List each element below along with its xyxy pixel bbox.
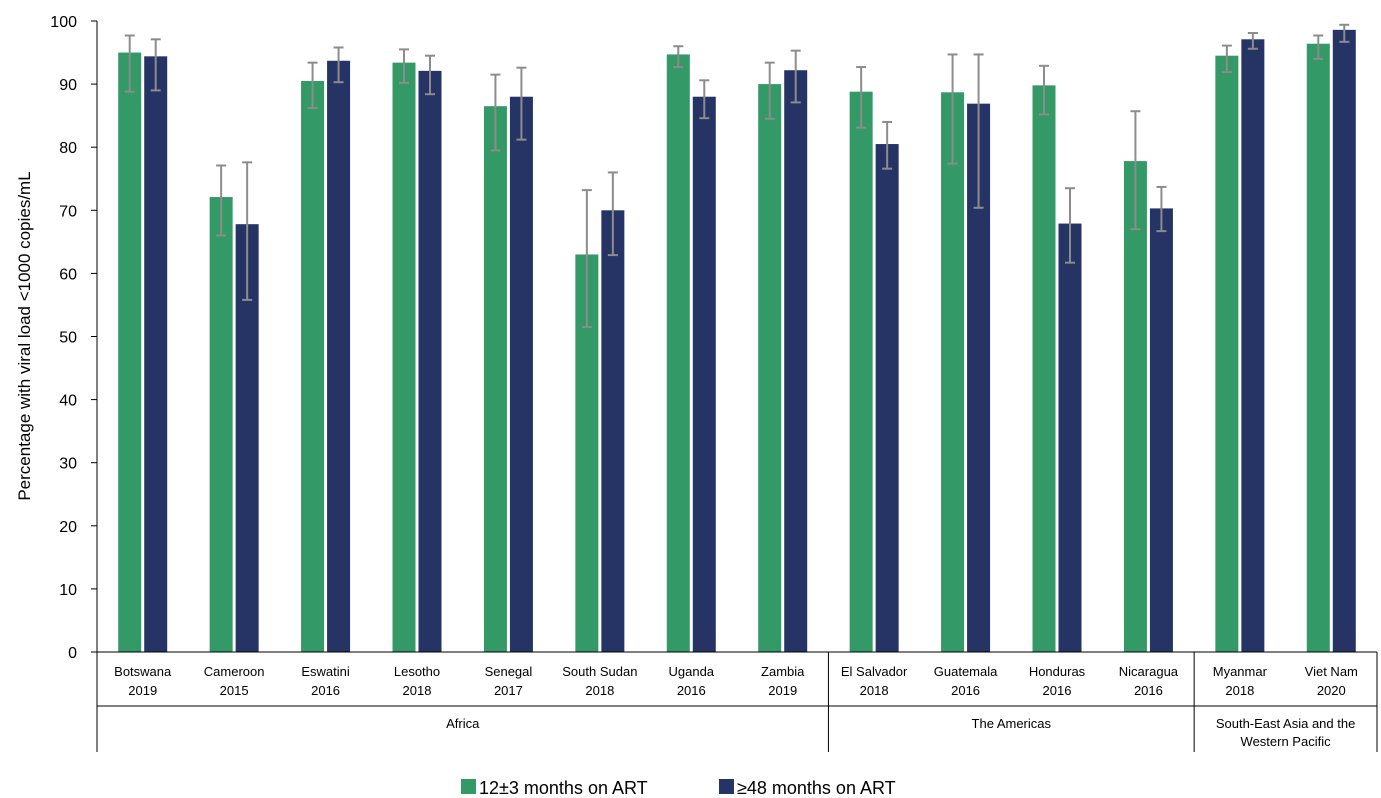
category-name: El Salvador bbox=[841, 664, 908, 679]
category-name: Eswatini bbox=[301, 664, 350, 679]
category-name: Zambia bbox=[761, 664, 805, 679]
category-name: Guatemala bbox=[934, 664, 998, 679]
category-name: Honduras bbox=[1029, 664, 1086, 679]
category-year: 2016 bbox=[951, 683, 980, 698]
bar bbox=[1032, 85, 1056, 652]
bar bbox=[144, 56, 168, 652]
category-year: 2015 bbox=[220, 683, 249, 698]
bar bbox=[692, 96, 716, 653]
category-year: 2019 bbox=[128, 683, 157, 698]
bar bbox=[1123, 161, 1147, 652]
bar bbox=[849, 91, 873, 652]
legend-label: 12±3 months on ART bbox=[479, 778, 648, 798]
legend-swatch bbox=[461, 779, 476, 794]
y-tick-label: 10 bbox=[59, 582, 77, 599]
group-label: South-East Asia and the bbox=[1216, 716, 1355, 731]
bar bbox=[758, 84, 782, 653]
category-year: 2016 bbox=[311, 683, 340, 698]
category-name: Myanmar bbox=[1213, 664, 1268, 679]
bar bbox=[784, 70, 808, 652]
category-year: 2018 bbox=[860, 683, 889, 698]
legend: 12±3 months on ART ≥48 months on ART bbox=[461, 778, 896, 798]
y-tick-label: 90 bbox=[59, 77, 77, 94]
bar bbox=[209, 197, 233, 652]
bar bbox=[327, 60, 351, 653]
legend-swatch bbox=[719, 779, 734, 794]
category-year: 2020 bbox=[1317, 683, 1346, 698]
category-year: 2019 bbox=[768, 683, 797, 698]
category-year: 2017 bbox=[494, 683, 523, 698]
error-bars bbox=[124, 23, 1350, 329]
bar bbox=[301, 80, 325, 652]
y-tick-label: 60 bbox=[59, 266, 77, 283]
y-tick-label: 0 bbox=[68, 645, 77, 662]
bar bbox=[392, 62, 416, 653]
bar bbox=[1149, 208, 1173, 653]
category-year: 2018 bbox=[403, 683, 432, 698]
bar bbox=[483, 106, 507, 652]
group-labels: Africa The Americas South-East Asia and th… bbox=[446, 716, 1355, 749]
category-name: Nicaragua bbox=[1119, 664, 1179, 679]
bar bbox=[967, 103, 991, 652]
category-labels: Botswana 2019 Cameroon 2015 Eswatini 2016 Leso… bbox=[114, 664, 1358, 698]
category-year: 2016 bbox=[1043, 683, 1072, 698]
category-name: Lesotho bbox=[394, 664, 440, 679]
category-year: 2018 bbox=[585, 683, 614, 698]
bar bbox=[509, 96, 533, 653]
bar bbox=[1306, 43, 1330, 652]
category-year: 2018 bbox=[1225, 683, 1254, 698]
bar bbox=[1241, 39, 1265, 652]
bar bbox=[118, 52, 142, 653]
y-tick-label: 70 bbox=[59, 203, 77, 220]
bar bbox=[1058, 223, 1082, 652]
bar bbox=[1332, 29, 1356, 653]
category-year: 2016 bbox=[1134, 683, 1163, 698]
category-name: Cameroon bbox=[204, 664, 265, 679]
y-tick-label: 50 bbox=[59, 330, 77, 347]
axes bbox=[96, 21, 1378, 752]
bar bbox=[575, 254, 599, 652]
bars bbox=[118, 29, 1356, 653]
group-label: Africa bbox=[446, 716, 480, 731]
bar bbox=[875, 144, 899, 653]
category-name: Senegal bbox=[485, 664, 533, 679]
y-tick-label: 40 bbox=[59, 393, 77, 410]
category-year: 2016 bbox=[677, 683, 706, 698]
group-label: The Americas bbox=[972, 716, 1052, 731]
bar bbox=[1215, 55, 1239, 652]
category-name: South Sudan bbox=[562, 664, 637, 679]
y-axis-label: Percentage with viral load <1000 copies/… bbox=[15, 171, 34, 500]
y-axis-ticks: 0 10 20 30 40 50 60 70 80 90 100 bbox=[50, 14, 97, 662]
group-label: Western Pacific bbox=[1241, 734, 1332, 749]
category-name: Botswana bbox=[114, 664, 172, 679]
y-tick-label: 80 bbox=[59, 140, 77, 157]
bar bbox=[418, 70, 442, 652]
category-name: Uganda bbox=[669, 664, 715, 679]
y-tick-label: 30 bbox=[59, 456, 77, 473]
category-name: Viet Nam bbox=[1305, 664, 1358, 679]
legend-label: ≥48 months on ART bbox=[737, 778, 896, 798]
bar bbox=[235, 224, 259, 652]
y-tick-label: 20 bbox=[59, 519, 77, 536]
bar bbox=[666, 54, 690, 653]
y-tick-label: 100 bbox=[50, 14, 77, 31]
bar bbox=[941, 92, 965, 653]
bar bbox=[601, 210, 625, 653]
